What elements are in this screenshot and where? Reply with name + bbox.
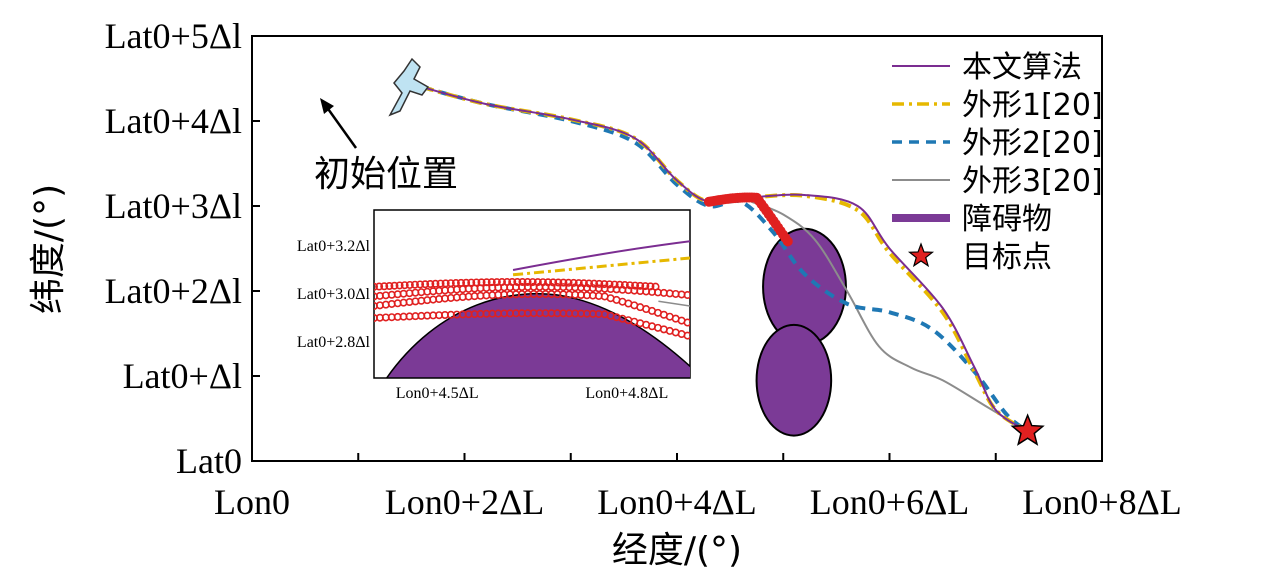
inset-series-line-2 [512, 256, 690, 277]
inset-sample-point [431, 279, 440, 288]
x-tick-label: Lon0+2ΔL [385, 482, 544, 522]
inset-sample-point [410, 280, 419, 289]
inset-sample-point [374, 282, 378, 291]
inset-sample-point [390, 281, 399, 290]
inset-sample-point [385, 281, 394, 290]
inset-sample-point [636, 281, 645, 290]
inset-sample-point [375, 282, 384, 291]
inset-sample-point [533, 278, 542, 287]
legend-label-2: 外形1[20] [962, 88, 1103, 123]
x-axis-label: 经度/(°) [612, 530, 742, 571]
y-axis-label: 纬度/(°) [28, 184, 69, 314]
y-tick-label: Lat0+Δl [123, 356, 242, 396]
inset-sample-point [683, 331, 690, 340]
inset-sample-point [683, 318, 690, 327]
inset-sample-point [518, 278, 527, 287]
inset-sample-point [487, 278, 496, 287]
y-tick-label: Lat0+2Δl [105, 271, 242, 311]
annotation-arrow [324, 105, 358, 149]
series-line-1 [421, 86, 1029, 433]
y-tick-label: Lat0 [176, 441, 242, 481]
target-star-icon [1010, 413, 1045, 446]
inset-sample-point [641, 282, 650, 291]
inset-sample-point [421, 280, 430, 289]
inset-sample-point [436, 279, 445, 288]
inset-y-tick-label: Lat0+3.0Δl [297, 286, 371, 303]
inset-sample-point [395, 281, 404, 290]
obstacle-2 [755, 323, 833, 437]
inset-sample-point [467, 278, 476, 287]
inset-sample-point [564, 278, 573, 287]
legend-star-icon [907, 242, 935, 268]
inset-sample-point [605, 280, 614, 289]
x-tick-label: Lon0+8ΔL [1022, 482, 1181, 522]
inset-sample-point [400, 281, 409, 290]
start-annotation: 初始位置 [314, 154, 458, 195]
legend-label-3: 外形2[20] [962, 126, 1103, 161]
x-tick-label: Lon0 [214, 482, 290, 522]
inset-sample-point [528, 278, 537, 287]
legend-label-4: 外形3[20] [962, 164, 1103, 199]
series-line-4 [751, 200, 1029, 433]
inset-sample-point [585, 279, 594, 288]
inset-sample-point [380, 282, 389, 291]
inset-sample-point [416, 280, 425, 289]
inset-sample-point [549, 278, 558, 287]
x-tick-label: Lon0+6ΔL [810, 482, 969, 522]
inset-sample-point [554, 278, 563, 287]
inset-series-line-4 [658, 300, 690, 307]
inset-sample-point [405, 280, 414, 289]
inset-y-tick-label: Lat0+3.2Δl [297, 238, 371, 255]
inset-sample-point [625, 281, 634, 290]
inset-sample-point [523, 278, 532, 287]
y-tick-label: Lat0+4Δl [105, 101, 242, 141]
inset-x-tick-label: Lon0+4.5ΔL [396, 385, 479, 402]
inset-y-tick-label: Lat0+2.8Δl [297, 334, 371, 351]
y-tick-label: Lat0+5Δl [105, 16, 242, 56]
inset-series-line-1 [512, 240, 690, 271]
y-tick-label: Lat0+3Δl [105, 186, 242, 226]
legend-label-6: 目标点 [962, 240, 1052, 275]
inset-sample-point [610, 280, 619, 289]
x-tick-label: Lon0+4ΔL [597, 482, 756, 522]
inset-sample-point [569, 278, 578, 287]
aircraft-icon [388, 57, 430, 117]
inset-x-tick-label: Lon0+4.8ΔL [585, 385, 668, 402]
annotation-arrowhead [320, 98, 334, 114]
inset-sample-point [631, 281, 640, 290]
legend-label-5: 障碍物 [962, 202, 1052, 237]
sample-point [782, 236, 793, 247]
inset-sample-point [595, 279, 604, 288]
inset-sample-point [513, 278, 522, 287]
inset-plot [374, 240, 690, 378]
inset-sample-point [600, 280, 609, 289]
inset-sample-point [590, 279, 599, 288]
inset-sample-point [683, 291, 690, 300]
inset-sample-point [559, 278, 568, 287]
legend-label-1: 本文算法 [962, 50, 1082, 85]
inset-sample-point [426, 280, 435, 289]
